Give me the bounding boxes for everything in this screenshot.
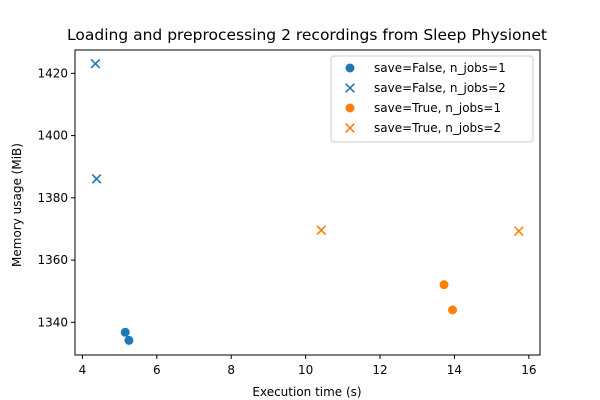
- legend-box: [330, 55, 534, 143]
- legend-marker: [345, 103, 355, 113]
- legend-entry: save=False, n_jobs=1: [374, 61, 506, 75]
- y-tick-label: 1340: [37, 315, 68, 329]
- x-tick-label: 8: [227, 363, 235, 377]
- legend-entry: save=True, n_jobs=2: [374, 121, 501, 135]
- y-tick-label: 1380: [37, 191, 68, 205]
- x-marker-stroke: [345, 83, 355, 93]
- x-axis-ticks: 4 6 8 10 12 14 16: [79, 355, 536, 377]
- plot-area: [74, 49, 541, 356]
- x-tick-label: 16: [521, 363, 536, 377]
- x-tick-label: 14: [447, 363, 462, 377]
- data-point: [120, 327, 130, 337]
- x-tick-label: 12: [372, 363, 387, 377]
- axes-frame: [74, 49, 541, 356]
- x-axis-label: Execution time (s): [252, 385, 361, 399]
- x-tick-label: 6: [153, 363, 161, 377]
- data-point: [448, 305, 458, 315]
- x-marker-stroke: [91, 173, 102, 184]
- x-marker-stroke: [316, 225, 327, 236]
- data-point: [91, 173, 102, 184]
- data-point: [513, 226, 524, 236]
- y-axis-label: Memory usage (MiB): [10, 143, 24, 267]
- legend-marker: [345, 83, 355, 93]
- legend: save=False, n_jobs=1 save=False, n_jobs=2…: [330, 55, 534, 143]
- x-marker-stroke: [90, 58, 101, 69]
- chart-title: Loading and preprocessing 2 recordings f…: [67, 26, 547, 44]
- data-point: [439, 280, 449, 290]
- y-axis-ticks: 1340 1360 1380 1400 1420: [37, 66, 75, 329]
- x-tick-label: 4: [79, 363, 87, 377]
- data-points: [90, 58, 524, 345]
- y-tick-label: 1420: [37, 66, 68, 80]
- legend-marker: [345, 63, 355, 73]
- legend-marker: [345, 123, 355, 133]
- x-marker-stroke: [513, 226, 524, 236]
- legend-entry: save=True, n_jobs=1: [374, 101, 501, 115]
- data-point: [316, 225, 327, 236]
- x-tick-label: 10: [298, 363, 313, 377]
- legend-entry: save=False, n_jobs=2: [374, 81, 506, 95]
- x-marker-stroke: [345, 123, 355, 133]
- y-tick-label: 1400: [37, 129, 68, 143]
- y-tick-label: 1360: [37, 253, 68, 267]
- data-point: [124, 335, 134, 345]
- data-point: [90, 58, 101, 69]
